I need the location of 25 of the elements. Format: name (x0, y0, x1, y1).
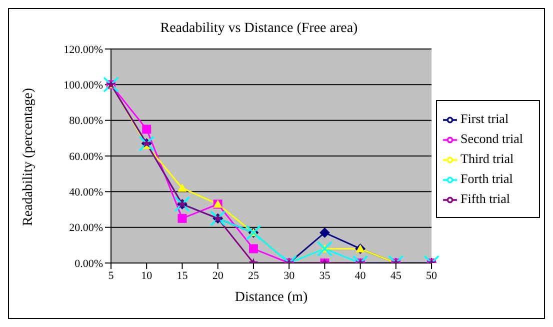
legend-label: Forth trial (460, 171, 513, 186)
x-tick-label: 30 (284, 270, 296, 282)
y-tick-label: 60.00% (69, 150, 103, 163)
y-tick-label: 40.00% (69, 186, 103, 199)
x-tick-label: 15 (176, 270, 188, 282)
legend-label: First trial (460, 111, 509, 126)
chart-title: Readability vs Distance (Free area) (159, 21, 359, 37)
y-tick-label: 20.00% (69, 222, 103, 234)
legend-label: Second trial (460, 131, 523, 146)
x-tick-label: 25 (248, 270, 260, 282)
x-tick-label: 5 (108, 270, 114, 282)
x-tick-label: 35 (319, 270, 331, 282)
y-tick-label: 100.00% (64, 80, 103, 92)
y-tick-label: 120.00% (64, 44, 103, 56)
x-tick-label: 20 (212, 270, 224, 282)
x-axis-title: Distance (m) (234, 290, 308, 305)
x-tick-label: 50 (426, 270, 438, 282)
x-tick-label: 10 (141, 270, 153, 282)
legend-label: Third trial (460, 151, 514, 166)
legend-label: Fifth trial (460, 191, 510, 206)
x-tick-label: 40 (354, 270, 366, 282)
y-axis-title: Readability (percentage) (20, 88, 36, 226)
y-tick-label: 0.00% (74, 258, 103, 270)
y-tick-label: 80.00% (69, 115, 103, 128)
x-tick-label: 45 (390, 270, 402, 282)
